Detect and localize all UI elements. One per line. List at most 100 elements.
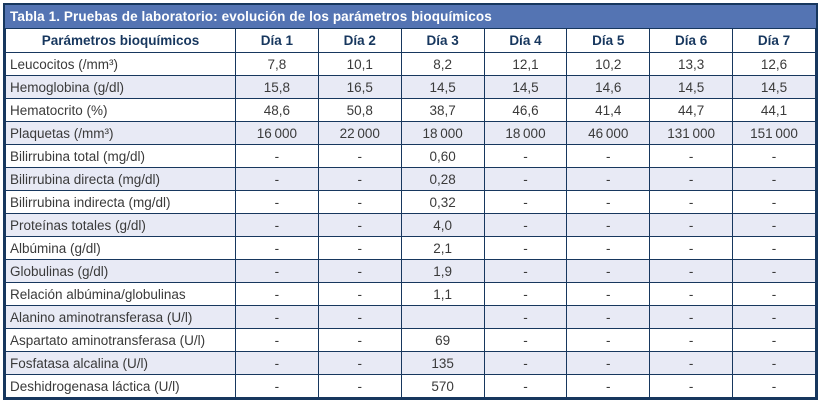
cell-value: 135 [400, 351, 485, 375]
cell-value: - [732, 374, 816, 398]
cell-value: 18 000 [483, 121, 568, 145]
cell-value: - [732, 259, 816, 283]
cell-value: - [566, 328, 651, 352]
table-row: Albúmina (g/dl) - -2,1- - - - [5, 236, 816, 260]
day-column-header: Día 3 [400, 28, 485, 53]
cell-value: - [732, 236, 816, 260]
table-title: Tabla 1. Pruebas de laboratorio: evoluci… [5, 5, 816, 28]
cell-value: - [649, 328, 734, 352]
table-row: Fosfatasa alcalina (U/l) - -135- - - - [5, 351, 816, 375]
cell-value: - [483, 305, 568, 329]
table-header: Parámetros bioquímicos Día 1 Día 2 Día 3 Día… [5, 28, 816, 53]
table-row: Alanino aminotransferasa (U/l) - - - - - - [5, 305, 816, 329]
cell-value: - [649, 351, 734, 375]
cell-value: - [566, 305, 651, 329]
cell-value: - [732, 328, 816, 352]
cell-value: - [483, 374, 568, 398]
cell-value: - [649, 374, 734, 398]
cell-value: 22 000 [317, 121, 402, 145]
cell-value: 10,2 [566, 52, 651, 76]
cell-value: - [649, 305, 734, 329]
day-column-header: Día 2 [317, 28, 402, 53]
cell-value: - [732, 144, 816, 168]
cell-value: - [317, 190, 402, 214]
day-column-header: Día 6 [649, 28, 734, 53]
cell-value: - [317, 305, 402, 329]
cell-value: - [566, 374, 651, 398]
row-label: Plaquetas (/mm³) [5, 121, 236, 145]
cell-value: - [566, 282, 651, 306]
cell-value: - [317, 167, 402, 191]
cell-value: 14,5 [400, 75, 485, 99]
table-row: Leucocitos (/mm³) 7,8 10,1 8,2 12,1 10,2 13,3 1… [5, 52, 816, 76]
cell-value: 48,6 [235, 98, 319, 122]
cell-value: - [235, 167, 319, 191]
cell-value: - [235, 305, 319, 329]
table-row: Globulinas (g/dl) - -1,9- - - - [5, 259, 816, 283]
row-label: Leucocitos (/mm³) [5, 52, 236, 76]
cell-value: - [235, 328, 319, 352]
cell-value: 14,5 [649, 75, 734, 99]
day-column-header: Día 1 [235, 28, 319, 53]
cell-value: - [566, 351, 651, 375]
cell-value: 0,32 [400, 190, 485, 214]
cell-value: 46,6 [483, 98, 568, 122]
table-row: Plaquetas (/mm³) 16 000 22 000 18 000 18 000… [5, 121, 816, 145]
cell-value: 151 000 [732, 121, 816, 145]
table-row: Proteínas totales (g/dl) - -4,0- - - - [5, 213, 816, 237]
cell-value: - [235, 374, 319, 398]
cell-value: - [235, 190, 319, 214]
cell-value: - [566, 259, 651, 283]
cell-value: - [649, 236, 734, 260]
table-row: Hematocrito (%) 48,6 50,8 38,7 46,6 41,4 44,7 4… [5, 98, 816, 122]
cell-value: - [317, 213, 402, 237]
cell-value: - [317, 282, 402, 306]
table-row: Deshidrogenasa láctica (U/l) - -570- - - - [5, 374, 816, 398]
cell-value: - [317, 351, 402, 375]
cell-value: 7,8 [235, 52, 319, 76]
table-row: Bilirrubina directa (mg/dl) - -0,28- - - - [5, 167, 816, 191]
cell-value: 14,5 [483, 75, 568, 99]
table-row: Bilirrubina indirecta (mg/dl) - -0,32- - - - [5, 190, 816, 214]
cell-value: - [649, 167, 734, 191]
row-label: Albúmina (g/dl) [5, 236, 236, 260]
cell-value: - [566, 167, 651, 191]
header-row: Parámetros bioquímicos Día 1 Día 2 Día 3 Día… [5, 28, 816, 53]
cell-value: 41,4 [566, 98, 651, 122]
cell-value: 44,1 [732, 98, 816, 122]
cell-value: 8,2 [400, 52, 485, 76]
day-column-header: Día 4 [483, 28, 568, 53]
cell-value: 2,1 [400, 236, 485, 260]
row-label: Fosfatasa alcalina (U/l) [5, 351, 236, 375]
cell-value: - [483, 144, 568, 168]
cell-value: - [317, 374, 402, 398]
row-label: Hemoglobina (g/dl) [5, 75, 236, 99]
cell-value: - [235, 351, 319, 375]
cell-value [400, 305, 485, 329]
cell-value: - [235, 144, 319, 168]
cell-value: - [566, 190, 651, 214]
cell-value: - [732, 213, 816, 237]
row-label: Bilirrubina indirecta (mg/dl) [5, 190, 236, 214]
cell-value: - [235, 259, 319, 283]
cell-value: 12,6 [732, 52, 816, 76]
cell-value: 69 [400, 328, 485, 352]
cell-value: - [483, 259, 568, 283]
cell-value: 14,5 [732, 75, 816, 99]
cell-value: - [649, 282, 734, 306]
row-label: Deshidrogenasa láctica (U/l) [5, 374, 236, 398]
cell-value: - [566, 236, 651, 260]
lab-results-table: Parámetros bioquímicos Día 1 Día 2 Día 3 Día… [5, 28, 816, 398]
table-body: Leucocitos (/mm³) 7,8 10,1 8,2 12,1 10,2 13,3 1… [5, 52, 816, 398]
cell-value: - [235, 236, 319, 260]
cell-value: - [483, 213, 568, 237]
cell-value: - [317, 144, 402, 168]
cell-value: 12,1 [483, 52, 568, 76]
cell-value: 0,28 [400, 167, 485, 191]
cell-value: 13,3 [649, 52, 734, 76]
cell-value: 131 000 [649, 121, 734, 145]
row-label: Proteínas totales (g/dl) [5, 213, 236, 237]
cell-value: - [566, 144, 651, 168]
cell-value: 16,5 [317, 75, 402, 99]
cell-value: - [483, 236, 568, 260]
